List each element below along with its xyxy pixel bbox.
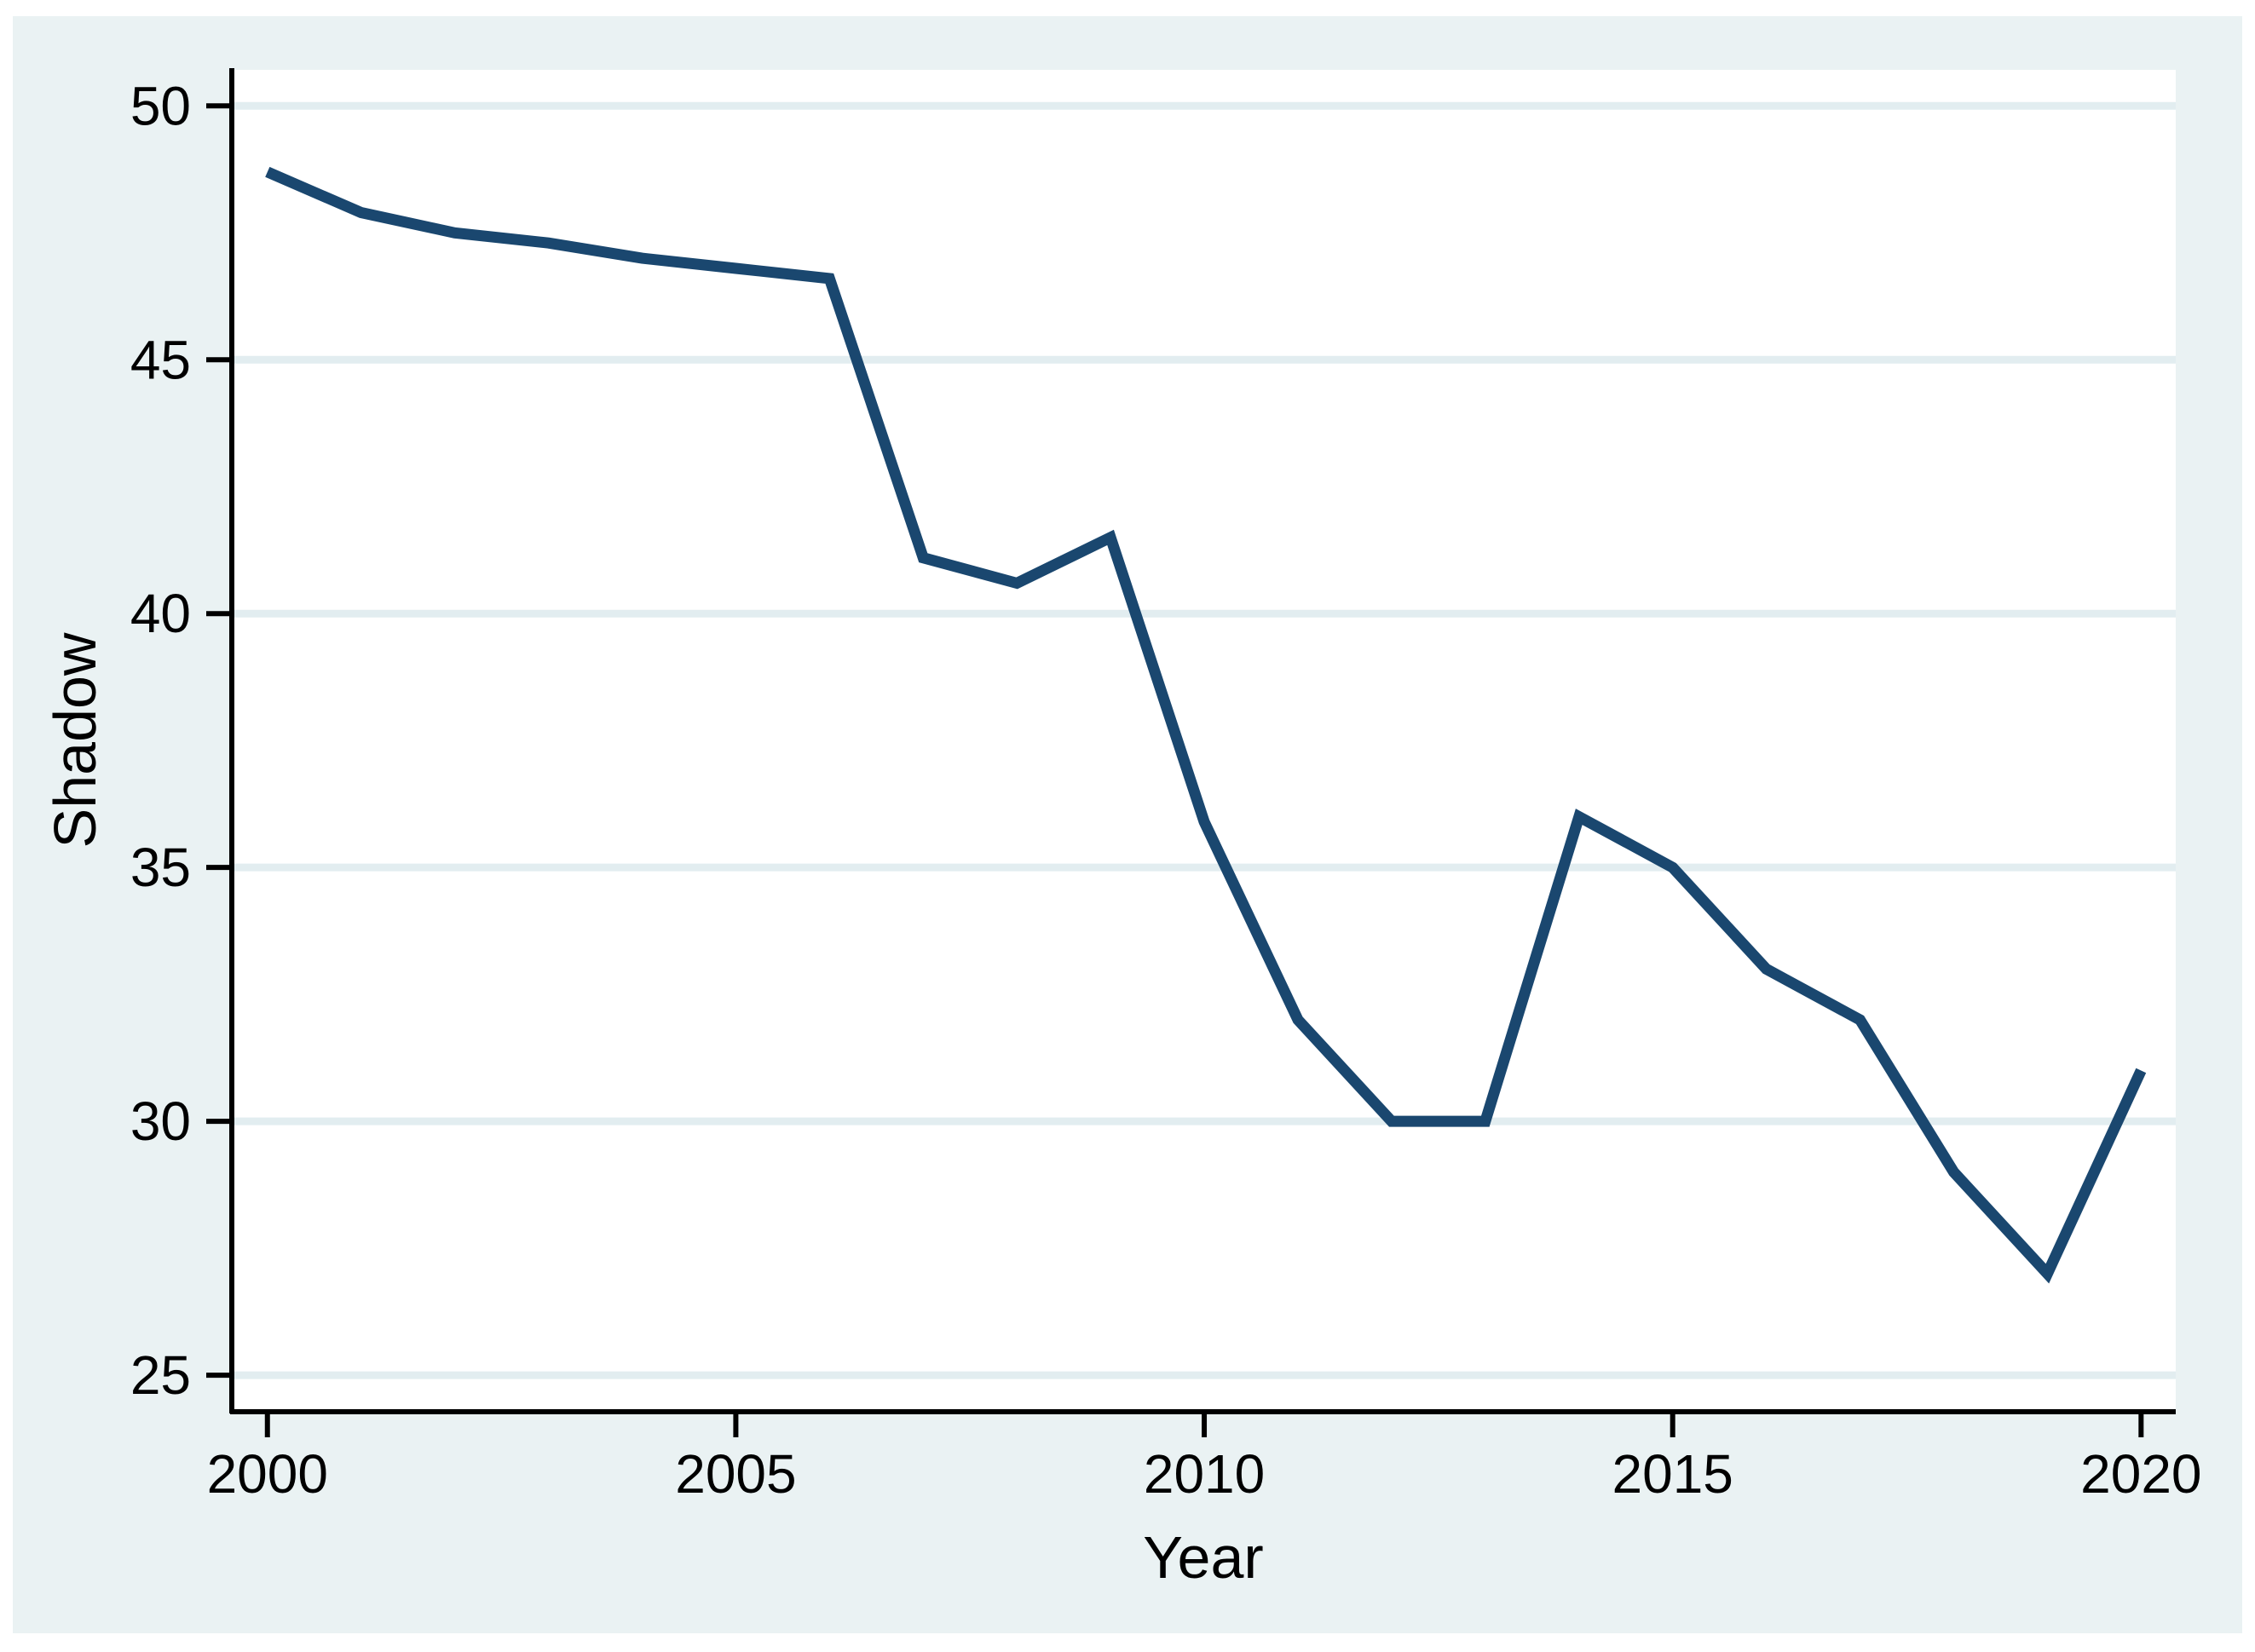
- x-tick-label: 2020: [2080, 1443, 2201, 1505]
- tick-labels: 25 30 35 40 45 50 2000 2005 2010 2015 2020: [130, 75, 2202, 1505]
- y-tick-label: 35: [130, 837, 191, 898]
- y-tick-label: 25: [130, 1344, 191, 1406]
- y-tick-label: 30: [130, 1091, 191, 1152]
- y-tick-label: 45: [130, 329, 191, 390]
- x-tick-label: 2015: [1612, 1443, 1733, 1505]
- x-tick-label: 2000: [207, 1443, 328, 1505]
- y-tick-label: 40: [130, 583, 191, 644]
- y-gridlines: [232, 101, 2176, 1379]
- x-axis-title: Year: [1143, 1524, 1263, 1591]
- y-tick-label: 50: [130, 75, 191, 136]
- x-tick-label: 2010: [1144, 1443, 1265, 1505]
- x-tick-label: 2005: [675, 1443, 796, 1505]
- y-axis-title: Shadow: [42, 632, 108, 848]
- plot-area: [232, 70, 2176, 1412]
- data-series-line: [265, 166, 2147, 1284]
- tick-marks: [206, 103, 2144, 1437]
